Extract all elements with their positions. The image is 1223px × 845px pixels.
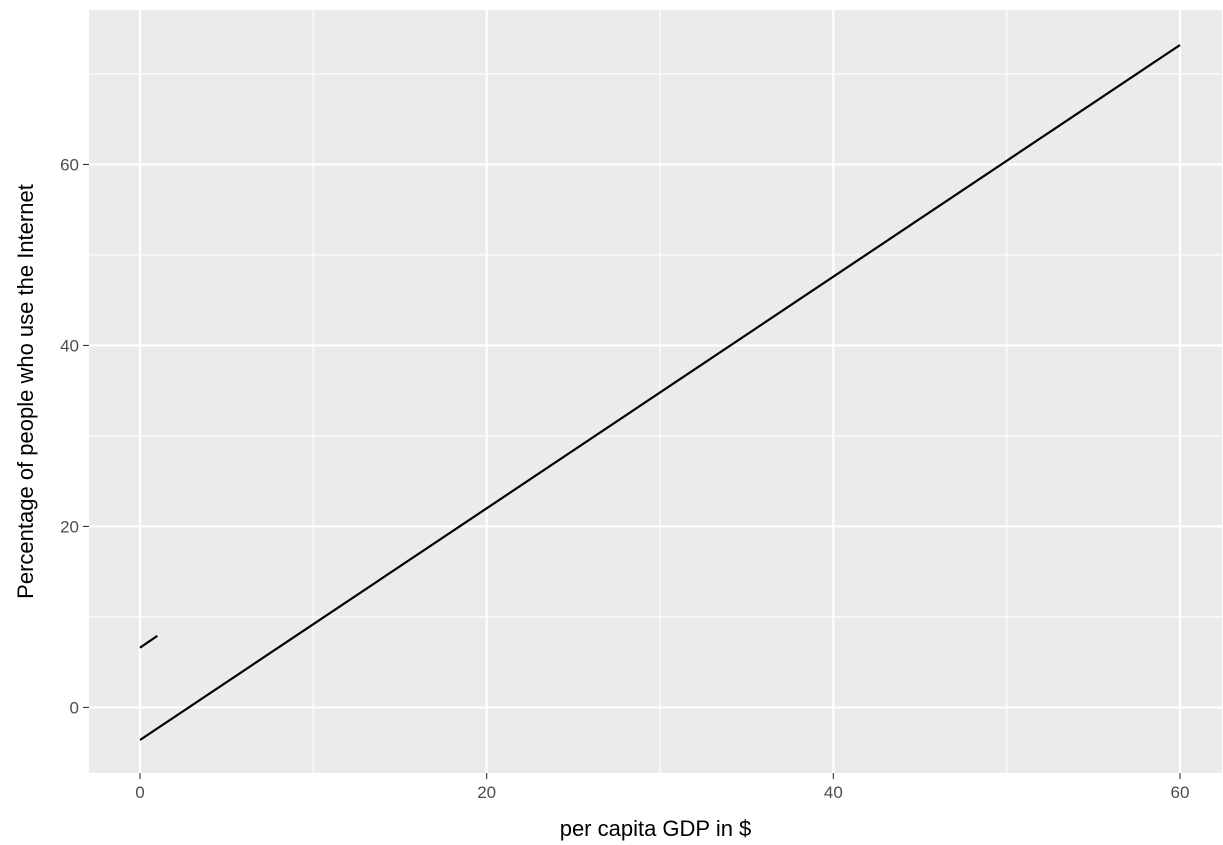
series-layer — [139, 44, 1181, 741]
y-tick-label: 40 — [60, 336, 79, 355]
y-axis: 0 20 40 60 — [60, 155, 89, 717]
y-tick-label: 20 — [60, 517, 79, 536]
y-tick-label: 60 — [60, 155, 79, 174]
minor-gridlines — [89, 10, 1222, 773]
x-tick-label: 20 — [477, 783, 496, 802]
x-axis-title: per capita GDP in $ — [560, 816, 752, 841]
x-tick-label: 40 — [824, 783, 843, 802]
x-tick-label: 60 — [1171, 783, 1190, 802]
series-line-2 — [139, 634, 158, 649]
y-axis-title: Percentage of people who use the Interne… — [13, 184, 38, 599]
x-tick-label: 0 — [135, 783, 144, 802]
series-line-1 — [139, 44, 1181, 741]
major-gridlines — [89, 10, 1222, 773]
y-tick-label: 0 — [70, 698, 79, 717]
x-axis: 0 20 40 60 — [135, 773, 1189, 802]
plot-panel — [89, 10, 1222, 773]
